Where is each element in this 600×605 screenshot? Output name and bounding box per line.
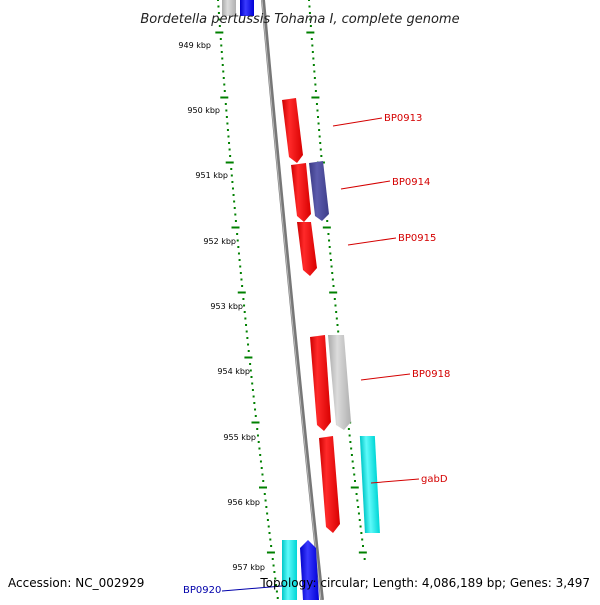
tick-label-949: 949 kbp	[178, 41, 211, 50]
gene-bp0914[interactable]	[309, 161, 329, 221]
callout-line-bp0915	[348, 238, 396, 245]
gene-bp0918[interactable]	[328, 335, 351, 430]
gene-label-bp0920[interactable]: BP0920	[183, 585, 221, 596]
gene-red-d[interactable]	[310, 335, 331, 431]
gene-label-bp0918[interactable]: BP0918	[412, 369, 450, 380]
tick-label-956: 956 kbp	[227, 498, 260, 507]
tick-label-950: 950 kbp	[187, 106, 220, 115]
callout-line-bp0914	[341, 181, 390, 189]
callout-line-bp0918	[361, 374, 410, 380]
gene-gabd[interactable]	[360, 436, 380, 533]
gene-bp0920[interactable]	[282, 540, 297, 600]
gene-label-bp0914[interactable]: BP0914	[392, 177, 430, 188]
gene-label-bp0913[interactable]: BP0913	[384, 113, 422, 124]
gene-label-bp0915[interactable]: BP0915	[398, 233, 436, 244]
gene-red-e[interactable]	[319, 436, 340, 533]
callout-line-gabd	[371, 479, 419, 483]
tick-label-954: 954 kbp	[217, 367, 250, 376]
tick-label-952: 952 kbp	[203, 237, 236, 246]
accession-text: Accession: NC_002929	[8, 576, 144, 590]
map-title: Bordetella pertussis Tohama I, complete …	[140, 12, 459, 27]
gene-label-gabd[interactable]: gabD	[421, 474, 448, 485]
tick-label-953: 953 kbp	[210, 302, 243, 311]
gene-bp0915[interactable]	[297, 222, 317, 276]
tick-label-951: 951 kbp	[195, 171, 228, 180]
gene-bp0913[interactable]	[282, 98, 303, 163]
callout-line-bp0913	[333, 118, 382, 126]
tick-label-955: 955 kbp	[223, 433, 256, 442]
tick-label-957: 957 kbp	[232, 563, 265, 572]
gene-red-b[interactable]	[291, 163, 311, 222]
right-tick-track	[306, 0, 366, 559]
topology-text: Topology: circular; Length: 4,086,189 bp…	[259, 576, 590, 590]
genome-backbone	[263, 0, 322, 600]
